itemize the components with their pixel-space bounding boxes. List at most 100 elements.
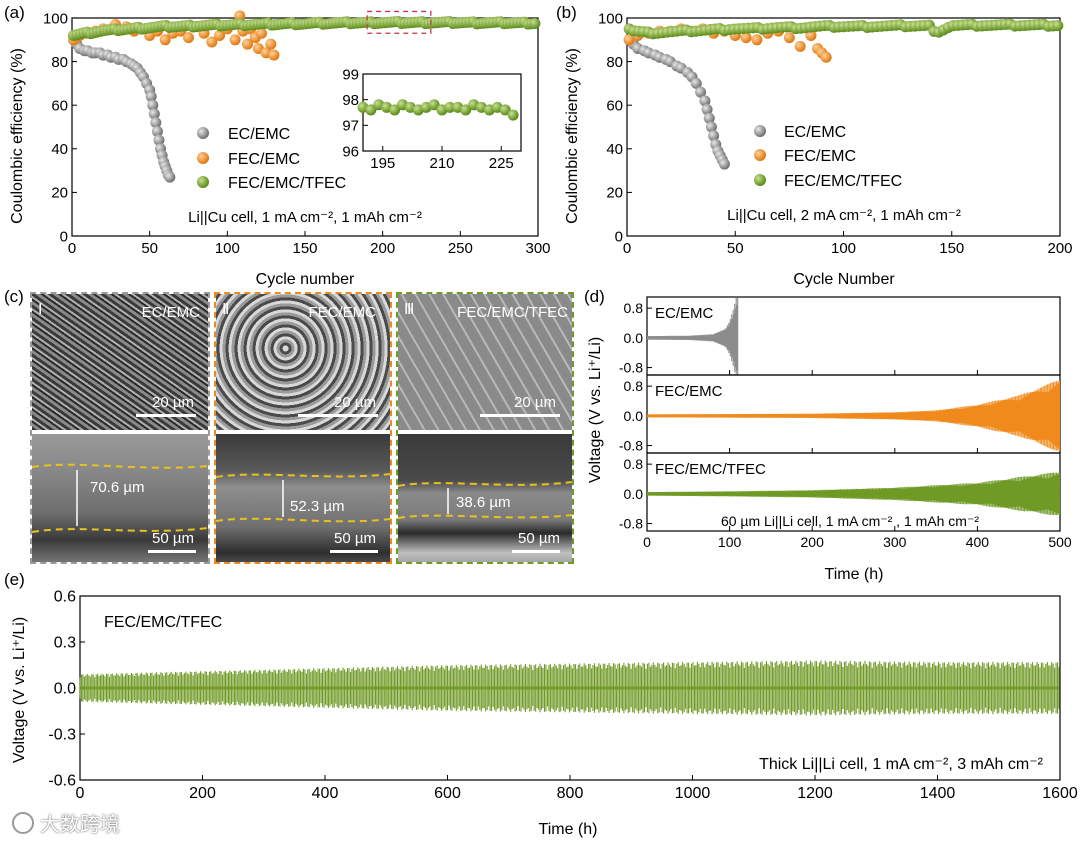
a-inset-ytick-label-2: 98 bbox=[342, 92, 359, 109]
d-sub0-ytick-label-0: 0.8 bbox=[624, 300, 644, 316]
a-xtick-label-6: 300 bbox=[525, 240, 550, 257]
a-inset-point-11 bbox=[444, 101, 456, 113]
b-ytick-label-3: 60 bbox=[606, 97, 623, 114]
a-inset-points bbox=[357, 99, 519, 121]
d-sub2-ytick-label-0: 0.8 bbox=[624, 456, 644, 472]
sem-bot-scalebar-tfec bbox=[512, 550, 560, 553]
d-sub2-ytick-label-2: -0.8 bbox=[619, 515, 643, 531]
a-point-fec-21 bbox=[229, 34, 241, 46]
a-point-ec-34 bbox=[164, 171, 176, 183]
b-legend-ec: EC/EMC bbox=[784, 124, 846, 141]
b-point-ec-19 bbox=[708, 130, 720, 142]
panel-label-e: (e) bbox=[4, 570, 25, 589]
e-xtick-label-4: 800 bbox=[557, 785, 584, 802]
d-sub2-axes: 0 100 200 300 400 500 0.8 0.0 -0.8 bbox=[619, 452, 1072, 550]
sem-bottom-image-tfec bbox=[398, 434, 572, 562]
b-xtick-label-1: 50 bbox=[727, 240, 744, 257]
e-ytick-label-3: -0.3 bbox=[48, 727, 76, 744]
d-sub1-plot bbox=[647, 380, 1060, 451]
d-sub0-voltage bbox=[647, 297, 739, 375]
d-sub2-ytick-label-1: 0.0 bbox=[624, 486, 644, 502]
sem-bot-scale-tfec: 50 µm bbox=[518, 530, 560, 547]
a-xtick-label-2: 100 bbox=[215, 240, 240, 257]
a-xtick-label-4: 200 bbox=[370, 240, 395, 257]
sem-bot-scalebar-fec bbox=[330, 550, 378, 553]
e-xtick-label-0: 0 bbox=[76, 785, 85, 802]
a-point-fec-12 bbox=[159, 34, 171, 46]
a-legend-marker-tfec bbox=[197, 176, 209, 188]
a-point-fec-24 bbox=[242, 38, 254, 50]
a-point-ec-22 bbox=[145, 90, 157, 102]
b-xtick-label-0: 0 bbox=[623, 240, 631, 257]
a-ytick-label-3: 60 bbox=[51, 97, 68, 114]
b-ylabel: Coulombic efficiency (%) bbox=[564, 48, 581, 224]
a-ylabel: Coulombic efficiency (%) bbox=[9, 48, 26, 224]
chart-b: Coulombic efficiency (%) Cycle Number Li… bbox=[564, 48, 961, 288]
chart-d: Voltage (V vs. Li⁺/Li) Time (h) EC/EMC F… bbox=[587, 305, 979, 583]
d-sub0-ytick-label-1: 0.0 bbox=[624, 330, 644, 346]
a-point-fec-30 bbox=[265, 38, 277, 50]
b-point-ec-24 bbox=[718, 158, 730, 170]
b-point-ec-14 bbox=[695, 86, 707, 98]
sem-top-scale-tfec: 20 µm bbox=[514, 394, 556, 411]
a-point-fec-28 bbox=[256, 27, 268, 39]
d-sub0-plot bbox=[647, 297, 739, 375]
d-xlabel: Time (h) bbox=[825, 566, 884, 583]
d-sub1-voltage bbox=[647, 380, 1060, 451]
e-xtick-label-1: 200 bbox=[189, 785, 216, 802]
b-point-fec-15 bbox=[783, 32, 795, 44]
e-xtick-label-2: 400 bbox=[312, 785, 339, 802]
sem-title-fec: FEC/EMC bbox=[308, 304, 377, 321]
sem-bot-scalebar-ec bbox=[148, 550, 196, 553]
a-inset-point-1 bbox=[365, 104, 377, 116]
a-inset-xtick-label-2: 225 bbox=[489, 155, 514, 172]
a-point-ec-26 bbox=[151, 125, 163, 137]
e-xtick-label-5: 1000 bbox=[675, 785, 711, 802]
b-point-fec-12 bbox=[751, 34, 763, 46]
sem-panel-ec: Ⅰ EC/EMC 20 µm 70.6 µm 50 µm bbox=[30, 292, 210, 564]
b-point-ec-17 bbox=[703, 112, 715, 124]
sem-bot-scale-fec: 50 µm bbox=[334, 530, 376, 547]
sem-top-image-ec bbox=[32, 294, 208, 430]
a-point-tfec-135 bbox=[529, 17, 541, 29]
a-inset-point-13 bbox=[460, 104, 472, 116]
a-inset-point-18 bbox=[499, 104, 511, 116]
b-ytick-label-5: 100 bbox=[598, 10, 623, 27]
b-xtick-label-3: 150 bbox=[939, 240, 964, 257]
e-ytick-label-4: -0.6 bbox=[48, 773, 76, 790]
a-inset-point-19 bbox=[507, 109, 519, 121]
sem-title-tfec: FEC/EMC/TFEC bbox=[457, 304, 568, 321]
b-legend-tfec: FEC/EMC/TFEC bbox=[784, 173, 902, 190]
a-legend: EC/EMC FEC/EMC FEC/EMC/TFEC bbox=[197, 126, 346, 192]
e-xlabel: Time (h) bbox=[539, 821, 598, 838]
a-inset-point-4 bbox=[389, 104, 401, 116]
a-point-fec-18 bbox=[206, 36, 218, 48]
watermark-text: 大数跨境 bbox=[40, 812, 120, 836]
a-legend-tfec: FEC/EMC/TFEC bbox=[228, 175, 346, 192]
a-axes: 0 50 100 150 200 250 300 0 20 40 60 80 100 bbox=[43, 10, 551, 257]
b-legend-marker-ec bbox=[754, 125, 766, 137]
a-ytick-label-0: 0 bbox=[60, 228, 68, 245]
b-points bbox=[623, 18, 1064, 170]
e-xtick-label-7: 1400 bbox=[920, 785, 956, 802]
sem-panel-tfec: Ⅲ FEC/EMC/TFEC 20 µm 38.6 µm 50 µm bbox=[396, 292, 574, 564]
b-point-ec-15 bbox=[699, 95, 711, 107]
sem-top-scalebar-tfec bbox=[480, 414, 560, 417]
sem-panel-fec: Ⅱ FEC/EMC 20 µm 52.3 µm 50 µm bbox=[214, 292, 392, 564]
d-annotation: 60 µm Li||Li cell, 1 mA cm⁻² , 1 mAh cm⁻… bbox=[721, 513, 979, 529]
sem-numeral-fec: Ⅱ bbox=[222, 301, 230, 318]
watermark: 大数跨境 bbox=[12, 808, 120, 837]
b-ytick-label-0: 0 bbox=[615, 228, 623, 245]
panel-label-d: (d) bbox=[584, 287, 605, 306]
sem-thickness-fec: 52.3 µm bbox=[290, 498, 345, 515]
sem-top-scale-ec: 20 µm bbox=[152, 394, 194, 411]
b-point-ec-18 bbox=[705, 121, 717, 133]
d-sub0-ytick-label-2: -0.8 bbox=[619, 359, 643, 375]
d-label-tfec: FEC/EMC/TFEC bbox=[655, 461, 766, 478]
watermark-logo-icon bbox=[12, 812, 34, 834]
b-ytick-label-1: 20 bbox=[606, 185, 623, 202]
d-sub2-xtick-label-3: 300 bbox=[883, 534, 907, 550]
sem-bot-scale-ec: 50 µm bbox=[152, 530, 194, 547]
a-ytick-label-2: 40 bbox=[51, 141, 68, 158]
